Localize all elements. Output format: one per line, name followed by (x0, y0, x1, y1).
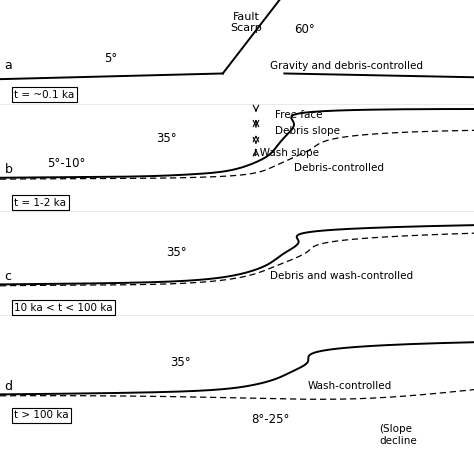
Text: (Slope
decline: (Slope decline (379, 424, 417, 446)
Text: 8°-25°: 8°-25° (251, 413, 289, 426)
Text: 10 ka < t < 100 ka: 10 ka < t < 100 ka (14, 303, 113, 313)
Text: 35°: 35° (156, 132, 177, 145)
Text: Debris and wash-controlled: Debris and wash-controlled (270, 271, 413, 281)
Text: Debris slope: Debris slope (275, 126, 340, 137)
Text: t > 100 ka: t > 100 ka (14, 410, 69, 420)
Text: ↓Wash slope: ↓Wash slope (251, 148, 319, 158)
Text: Debris-controlled: Debris-controlled (294, 163, 384, 173)
Text: 5°-10°: 5°-10° (47, 157, 86, 170)
Text: t = ~0.1 ka: t = ~0.1 ka (14, 90, 74, 100)
Text: d: d (5, 380, 13, 393)
Text: Free face: Free face (275, 109, 322, 120)
Text: a: a (5, 59, 12, 72)
Text: 35°: 35° (171, 356, 191, 369)
Text: c: c (5, 270, 12, 283)
Text: Wash-controlled: Wash-controlled (308, 381, 392, 391)
Text: t = 1-2 ka: t = 1-2 ka (14, 198, 66, 208)
Text: 35°: 35° (166, 246, 187, 259)
Text: 5°: 5° (104, 52, 118, 64)
Text: 60°: 60° (294, 23, 315, 36)
Text: b: b (5, 164, 13, 176)
Text: Gravity and debris-controlled: Gravity and debris-controlled (270, 61, 423, 71)
Text: Fault
Scarp: Fault Scarp (231, 12, 262, 34)
